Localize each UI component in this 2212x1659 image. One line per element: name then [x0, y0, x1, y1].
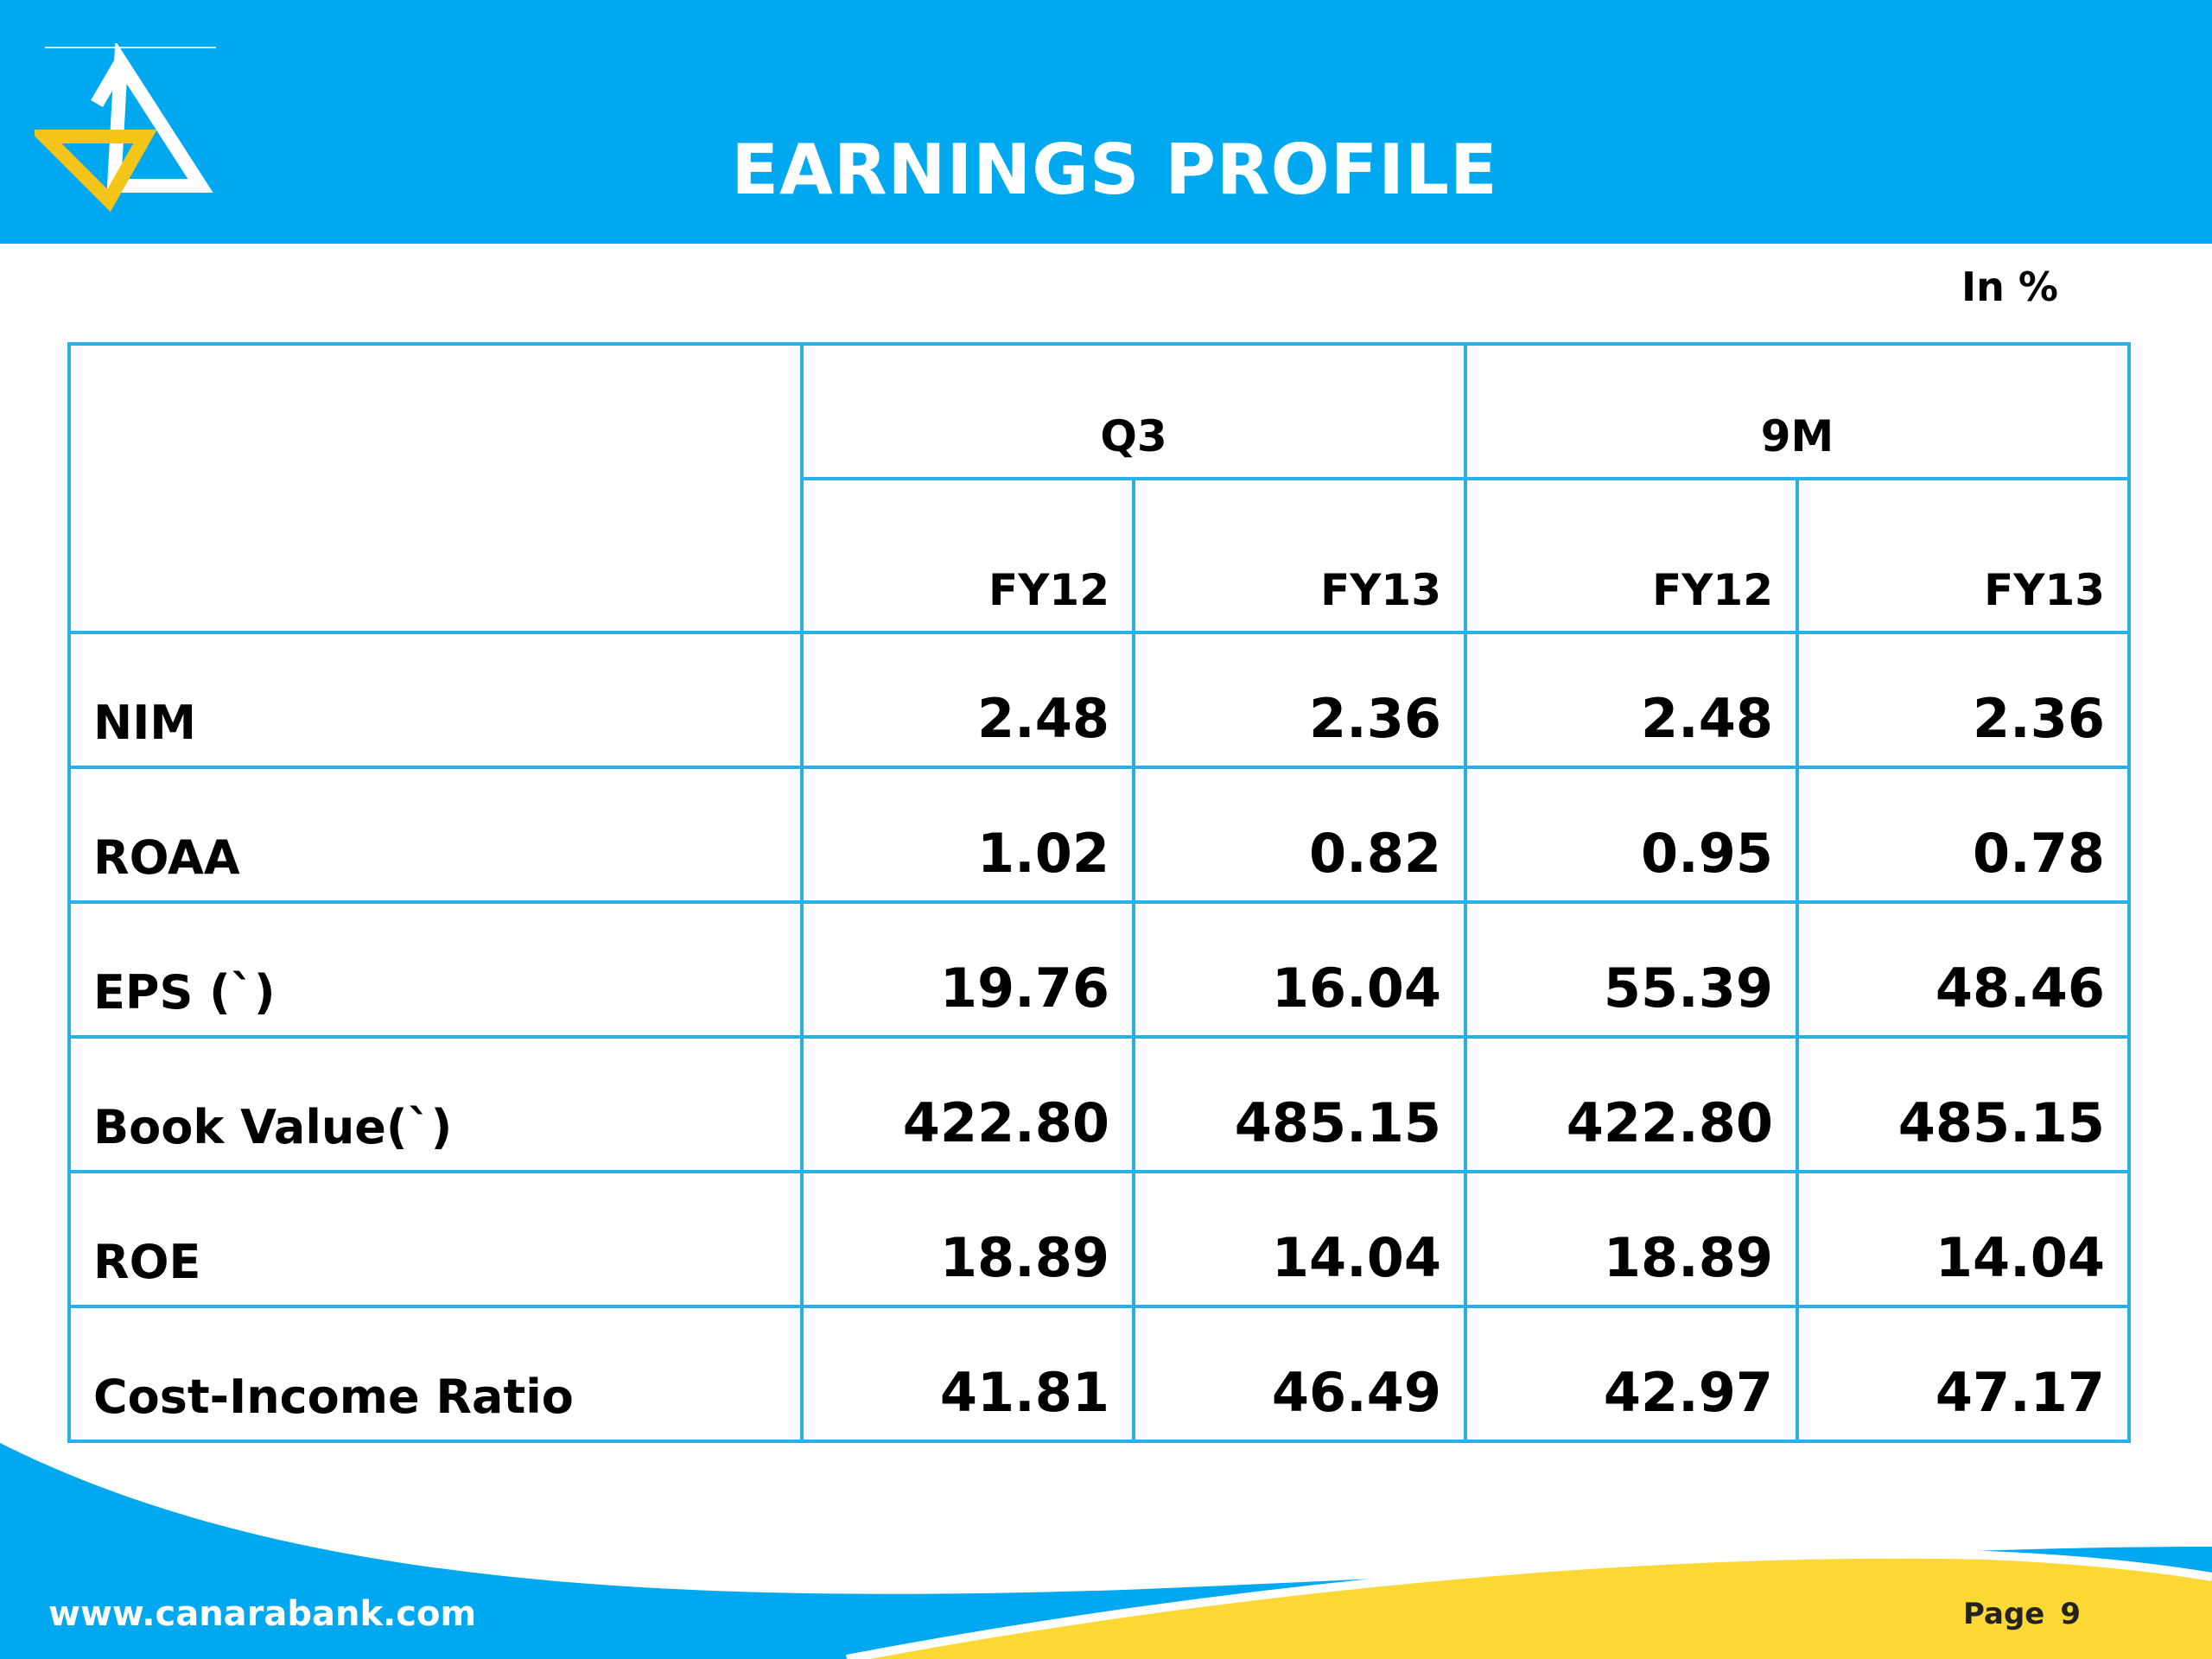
table-cell: 0.95 — [1464, 766, 1800, 904]
table-cell: 14.04 — [1131, 1170, 1468, 1308]
table-cell: 16.04 — [1131, 900, 1468, 1039]
column-header: FY12 — [800, 477, 1135, 634]
table-cell: 422.80 — [800, 1035, 1135, 1173]
table-cell: 485.15 — [1131, 1035, 1468, 1173]
table-cell: 2.36 — [1796, 631, 2132, 769]
table-cell: 46.49 — [1131, 1305, 1468, 1443]
row-label: Book Value(`) — [67, 1035, 804, 1173]
table-cell: 48.46 — [1796, 900, 2132, 1039]
table-cell: 485.15 — [1796, 1035, 2132, 1173]
table-cell: 2.36 — [1131, 631, 1468, 769]
table-cell: 1.02 — [800, 766, 1135, 904]
table-row: ROE 18.89 14.04 18.89 14.04 — [67, 1170, 2132, 1308]
canara-bank-logo — [35, 43, 213, 213]
table-year-header-row: FY12 FY13 FY12 FY13 — [69, 477, 2132, 634]
table-cell: 47.17 — [1796, 1305, 2132, 1443]
table-row: Cost-Income Ratio 41.81 46.49 42.97 47.1… — [67, 1305, 2132, 1443]
table-cell: 422.80 — [1464, 1035, 1800, 1173]
group-header-q3: Q3 — [799, 342, 1468, 480]
table-cell: 14.04 — [1796, 1170, 2132, 1308]
page-number: 9 — [2060, 1597, 2082, 1631]
table-row: Book Value(`) 422.80 485.15 422.80 485.1… — [67, 1035, 2132, 1173]
group-header-9m: 9M — [1464, 342, 2132, 480]
footer-waves — [0, 1443, 2212, 1659]
column-header: FY13 — [1131, 477, 1468, 634]
earnings-table: Q3 9M FY12 FY13 FY12 FY13 NIM 2.48 2.36 … — [67, 342, 2132, 1443]
column-header: FY13 — [1796, 477, 2132, 634]
row-label: Cost-Income Ratio — [67, 1305, 804, 1443]
table-cell: 55.39 — [1464, 900, 1800, 1039]
table-cell: 42.97 — [1464, 1305, 1800, 1443]
page-label: Page — [1963, 1597, 2045, 1631]
table-cell: 41.81 — [800, 1305, 1135, 1443]
page-title: EARNINGS PROFILE — [731, 130, 1498, 210]
row-label: ROE — [67, 1170, 804, 1308]
footer-url: www.canarabank.com — [48, 1594, 477, 1634]
table-row: EPS (`) 19.76 16.04 55.39 48.46 — [67, 900, 2132, 1039]
row-label: NIM — [67, 631, 804, 769]
table-cell: 18.89 — [1464, 1170, 1800, 1308]
table-cell: 18.89 — [800, 1170, 1135, 1308]
header-bar: EARNINGS PROFILE — [0, 0, 2212, 244]
corner-cell — [67, 342, 804, 634]
table-cell: 2.48 — [1464, 631, 1800, 769]
table-cell: 19.76 — [800, 900, 1135, 1039]
page-indicator: Page 9 — [1963, 1597, 2081, 1631]
table-row: ROAA 1.02 0.82 0.95 0.78 — [67, 766, 2132, 904]
table-cell: 0.78 — [1796, 766, 2132, 904]
row-label: EPS (`) — [67, 900, 804, 1039]
table-row: NIM 2.48 2.36 2.48 2.36 — [67, 631, 2132, 769]
unit-label: In % — [1961, 264, 2058, 310]
table-cell: 2.48 — [800, 631, 1135, 769]
column-header: FY12 — [1464, 477, 1800, 634]
table-cell: 0.82 — [1131, 766, 1468, 904]
row-label: ROAA — [67, 766, 804, 904]
logo-divider — [45, 47, 216, 48]
table-group-header-row: Q3 9M — [67, 342, 2132, 634]
